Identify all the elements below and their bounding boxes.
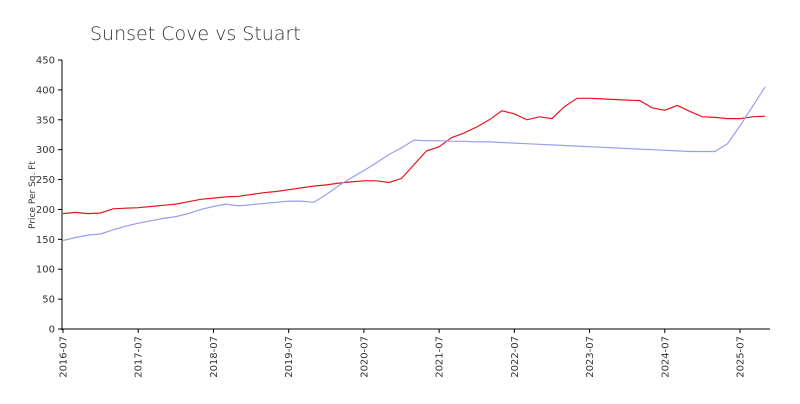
chart-title: Sunset Cove vs Stuart	[90, 23, 301, 45]
y-tick-label: 50	[42, 295, 55, 306]
y-tick-label: 150	[36, 235, 55, 246]
y-tick-label: 250	[36, 175, 55, 186]
x-tick-label: 2019-07	[284, 336, 295, 378]
x-tick-label: 2023-07	[585, 336, 596, 378]
y-tick-label: 200	[36, 205, 55, 216]
data-line	[62, 86, 766, 242]
y-tick-label: 350	[36, 115, 55, 126]
x-tick-label: 2025-07	[736, 336, 747, 378]
y-tick-label: 0	[49, 325, 55, 336]
x-tick-label: 2021-07	[435, 336, 446, 378]
x-tick-label: 2020-07	[359, 336, 370, 378]
y-tick-label: 400	[36, 85, 55, 96]
x-tick-label: 2018-07	[209, 336, 220, 378]
x-tick-label: 2016-07	[59, 336, 70, 378]
x-tick-label: 2022-07	[510, 336, 521, 378]
x-tick-label: 2017-07	[134, 336, 145, 378]
y-axis-label: Price Per Sq. Ft	[28, 161, 38, 229]
data-line	[62, 97, 766, 215]
y-tick-label: 100	[36, 265, 55, 276]
x-tick-label: 2024-07	[660, 336, 671, 378]
y-tick-label: 300	[36, 145, 55, 156]
y-tick-label: 450	[36, 56, 55, 67]
